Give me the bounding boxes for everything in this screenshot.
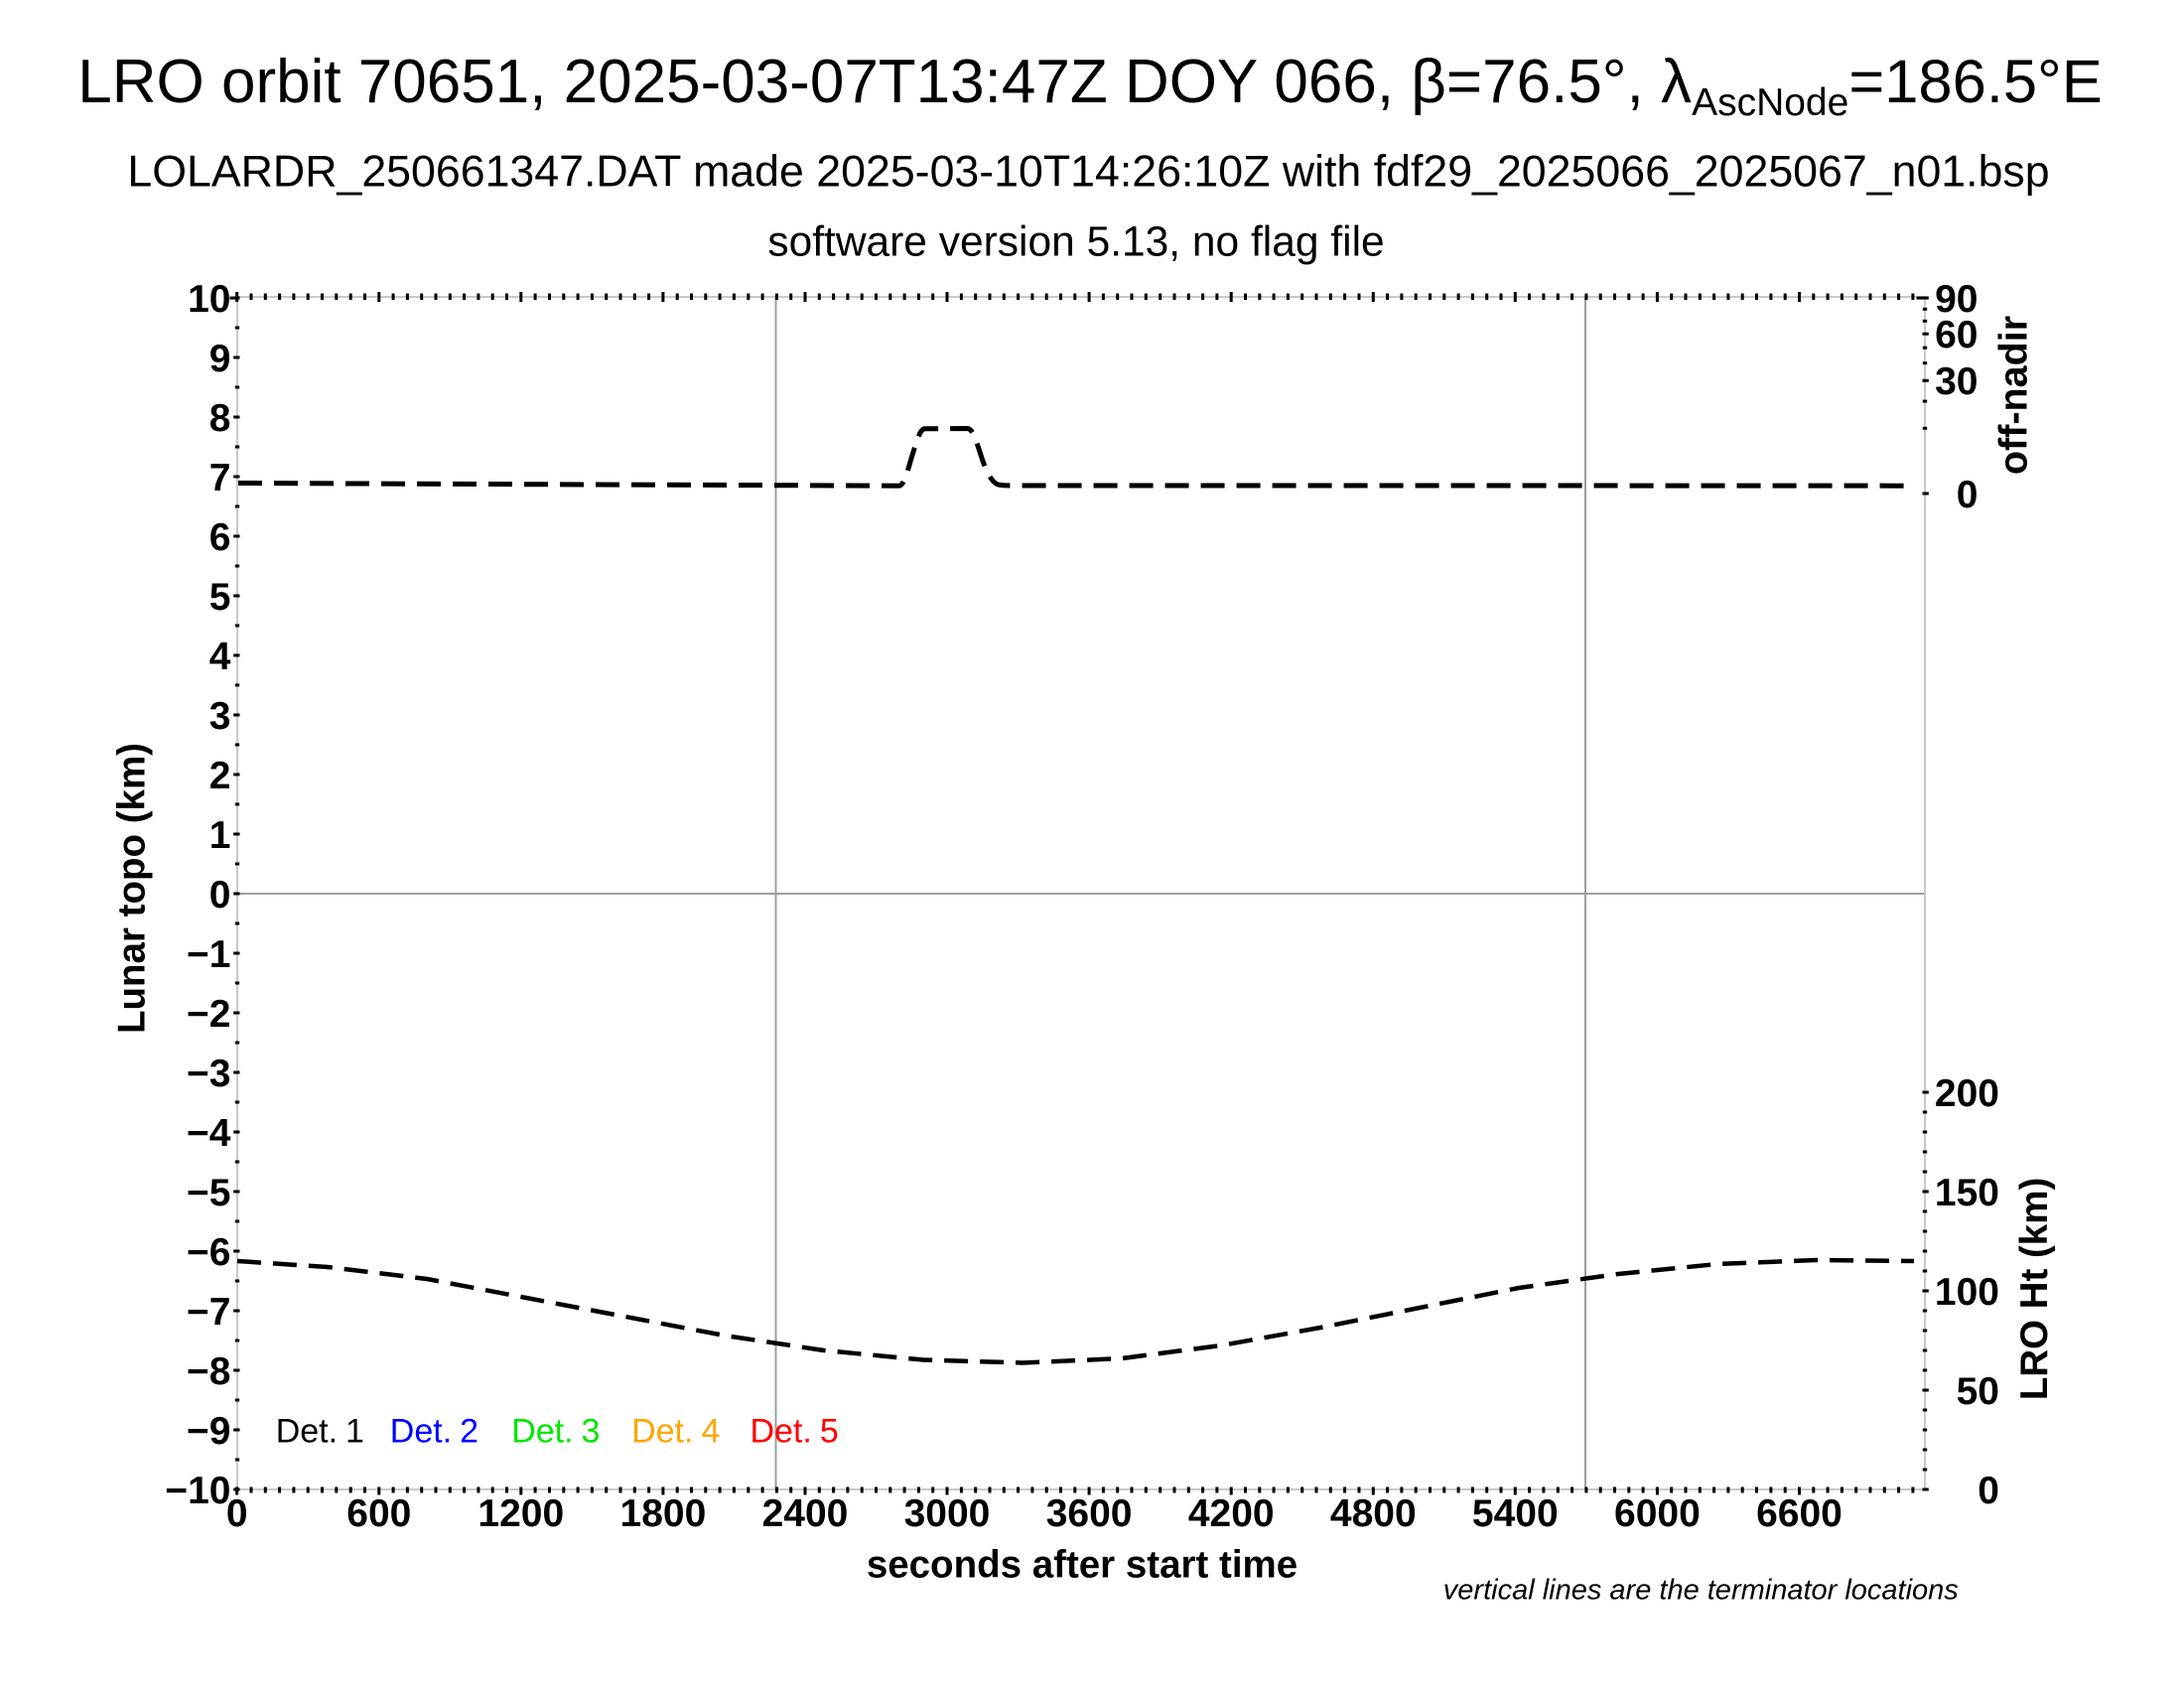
svg-text:Det.1: Det. 1	[276, 1413, 364, 1451]
svg-text:−2: −2	[187, 993, 230, 1036]
svg-text:LRO orbit 70651, 2025-03-07T13: LRO orbit 70651, 2025-03-07T13:47Z DOY 0…	[77, 48, 2103, 124]
svg-text:Lunar topo (km): Lunar topo (km)	[111, 743, 154, 1034]
svg-text:200: 200	[1935, 1072, 1999, 1115]
svg-text:0: 0	[209, 874, 231, 917]
svg-text:LRO Ht (km): LRO Ht (km)	[2013, 1178, 2056, 1401]
svg-text:10: 10	[188, 278, 230, 321]
svg-text:1: 1	[209, 814, 231, 857]
svg-text:9: 9	[209, 338, 231, 380]
svg-text:90: 90	[1935, 278, 1978, 321]
svg-text:0: 0	[226, 1492, 248, 1535]
svg-text:5: 5	[209, 576, 231, 619]
svg-text:−1: −1	[187, 933, 230, 976]
svg-text:60: 60	[1935, 314, 1978, 356]
svg-text:0: 0	[1957, 474, 1979, 516]
svg-text:6600: 6600	[1756, 1492, 1843, 1535]
svg-text:−5: −5	[187, 1172, 230, 1214]
svg-text:2: 2	[209, 755, 231, 797]
svg-text:Det.3: Det. 3	[511, 1413, 600, 1451]
svg-text:−4: −4	[187, 1112, 231, 1155]
svg-text:−10: −10	[165, 1470, 230, 1512]
svg-text:0: 0	[1978, 1470, 1999, 1512]
svg-text:Det.4: Det. 4	[631, 1413, 720, 1451]
svg-text:Det.5: Det. 5	[751, 1413, 839, 1451]
svg-text:4200: 4200	[1188, 1492, 1275, 1535]
svg-text:−9: −9	[187, 1410, 230, 1453]
svg-text:software version 5.13, no flag: software version 5.13, no flag file	[767, 219, 1384, 266]
svg-text:−3: −3	[187, 1053, 230, 1095]
svg-text:30: 30	[1935, 360, 1978, 403]
svg-text:1800: 1800	[620, 1492, 707, 1535]
svg-text:100: 100	[1935, 1271, 1999, 1314]
svg-text:5400: 5400	[1472, 1492, 1559, 1535]
svg-text:4800: 4800	[1330, 1492, 1417, 1535]
svg-text:1200: 1200	[478, 1492, 564, 1535]
svg-text:3600: 3600	[1046, 1492, 1133, 1535]
svg-text:3: 3	[209, 695, 231, 738]
svg-text:off-nadir: off-nadir	[1992, 316, 2036, 475]
svg-text:8: 8	[209, 397, 231, 440]
svg-text:50: 50	[1957, 1370, 1999, 1413]
svg-text:−7: −7	[187, 1291, 230, 1334]
svg-text:vertical lines are the termina: vertical lines are the terminator locati…	[1443, 1575, 1959, 1607]
svg-text:600: 600	[346, 1492, 411, 1535]
svg-text:2400: 2400	[762, 1492, 849, 1535]
svg-text:150: 150	[1935, 1172, 1999, 1214]
svg-text:seconds after start time: seconds after start time	[867, 1544, 1297, 1587]
svg-text:7: 7	[209, 457, 231, 499]
svg-text:6: 6	[209, 516, 231, 559]
svg-text:−6: −6	[187, 1231, 230, 1274]
svg-text:Det.2: Det. 2	[390, 1413, 478, 1451]
svg-text:LOLARDR_250661347.DAT made 202: LOLARDR_250661347.DAT made 2025-03-10T14…	[127, 147, 2049, 196]
svg-text:6000: 6000	[1614, 1492, 1701, 1535]
svg-text:4: 4	[209, 635, 231, 678]
svg-text:−8: −8	[187, 1350, 230, 1393]
svg-text:3000: 3000	[904, 1492, 991, 1535]
